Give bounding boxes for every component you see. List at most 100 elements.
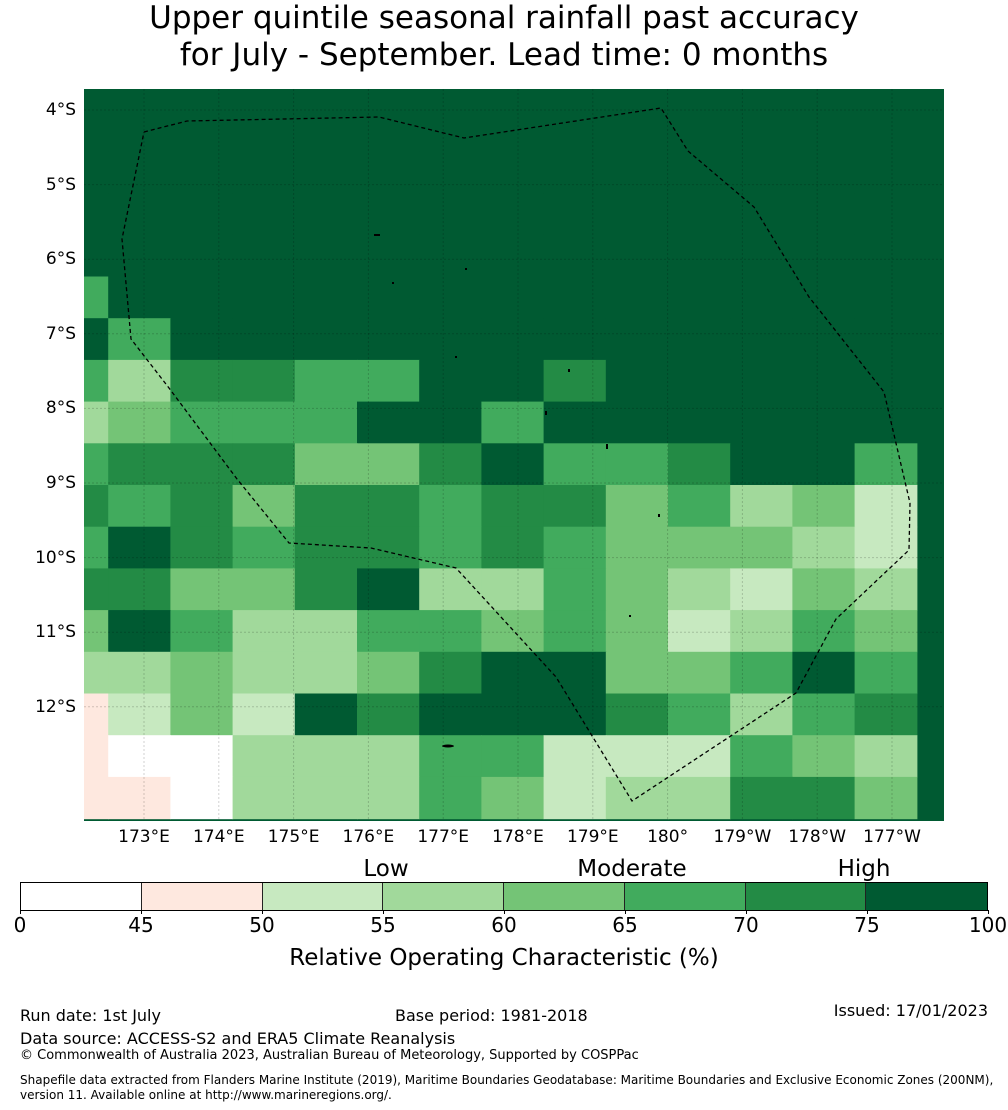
colorbar-tick-mark [867, 910, 868, 914]
map-cell [730, 526, 793, 569]
map-cell [543, 276, 607, 319]
map-cell [854, 89, 918, 111]
map-cell [668, 651, 731, 695]
colorbar-tick-mark [262, 910, 263, 914]
map-cell [419, 526, 482, 569]
longitude-tick-label: 178°W [788, 827, 847, 847]
latitude-tick-label: 10°S [35, 547, 76, 568]
map-cell [481, 359, 545, 403]
map-cell [232, 234, 296, 278]
map-cell [108, 776, 171, 820]
map-cell [108, 109, 171, 152]
map-cell [605, 151, 669, 194]
map-cell [854, 151, 918, 194]
map-title: Upper quintile seasonal rainfall past ac… [0, 0, 1008, 74]
map-cell [170, 568, 234, 611]
map-cell [419, 89, 482, 111]
map-cell [357, 89, 420, 111]
map-cell [294, 443, 358, 486]
colorbar-label: Relative Operating Characteristic (%) [289, 945, 719, 971]
colorbar [20, 882, 988, 911]
map-cell [232, 776, 296, 820]
map-cell [605, 610, 669, 653]
colorbar-segment [21, 883, 142, 910]
latitude-tick-label: 5°S [45, 174, 76, 195]
map-cell [357, 693, 420, 736]
copyright: © Commonwealth of Australia 2023, Austra… [20, 1048, 639, 1063]
shapefile-credit-line-1: Shapefile data extracted from Flanders M… [20, 1073, 994, 1087]
map-cell [481, 151, 545, 194]
map-cell [481, 776, 545, 820]
map-cell [730, 485, 793, 528]
map-cell [232, 89, 296, 111]
map-cell [481, 443, 545, 486]
longitude-tick-label: 179°E [566, 827, 619, 847]
colorbar-segment [383, 883, 504, 910]
map-cell [108, 526, 171, 569]
map-cell [232, 735, 296, 778]
map-cell [668, 443, 731, 486]
map-cell [605, 318, 669, 361]
map-cell [854, 693, 918, 736]
map-cell [108, 610, 171, 653]
map-cell [108, 359, 171, 403]
map-cell [481, 276, 545, 319]
map-cell [357, 109, 420, 152]
map-cell [792, 485, 856, 528]
colorbar-tick-mark [504, 910, 505, 914]
map-cell [543, 109, 607, 152]
map-cell [357, 568, 420, 611]
map-cell [668, 401, 731, 444]
colorbar-tick-mark [141, 910, 142, 914]
map-cell [84, 610, 109, 653]
map-cell [84, 234, 109, 278]
longitude-tick-label: 178°E [492, 827, 544, 847]
map-cell [170, 443, 234, 486]
colorbar-tick-mark [746, 910, 747, 914]
map-cell [605, 693, 669, 736]
map-cell [605, 89, 669, 111]
map-cell [481, 485, 545, 528]
map-cell [854, 443, 918, 486]
map-cell [170, 610, 234, 653]
map-cell [730, 651, 793, 695]
map-cell [605, 109, 669, 152]
map-cell [294, 485, 358, 528]
colorbar-tick-mark [20, 910, 21, 914]
map-cell [170, 693, 234, 736]
map-cell [170, 234, 234, 278]
map-cell [792, 109, 856, 152]
legend-category-low: Low [363, 856, 409, 882]
legend-category-moderate: Moderate [577, 856, 687, 882]
map-cell [605, 193, 669, 236]
map-cell [294, 776, 358, 820]
map-cell [605, 651, 669, 695]
map-cell [232, 276, 296, 319]
map-cell [84, 276, 109, 319]
map-cell [84, 651, 109, 695]
map-cell [294, 401, 358, 444]
map-cell [730, 234, 793, 278]
map-cell [854, 485, 918, 528]
map-cell [232, 651, 296, 695]
map-cell [543, 443, 607, 486]
map-cell [294, 693, 358, 736]
map-cell [605, 359, 669, 403]
map-cell [357, 276, 420, 319]
colorbar-tick-label: 75 [854, 913, 880, 937]
map-cell [357, 735, 420, 778]
map-cell [232, 610, 296, 653]
colorbar-segment [866, 883, 987, 910]
map-cell [481, 568, 545, 611]
map-cell [792, 151, 856, 194]
map-cell [419, 443, 482, 486]
map-cell [108, 443, 171, 486]
map-cell [294, 193, 358, 236]
data-source: Data source: ACCESS-S2 and ERA5 Climate … [20, 1029, 456, 1048]
map-cell [419, 276, 482, 319]
map-cell [357, 485, 420, 528]
map-cell [543, 651, 607, 695]
map-cell [854, 735, 918, 778]
map-cell [605, 401, 669, 444]
colorbar-tick-label: 100 [968, 913, 1008, 937]
